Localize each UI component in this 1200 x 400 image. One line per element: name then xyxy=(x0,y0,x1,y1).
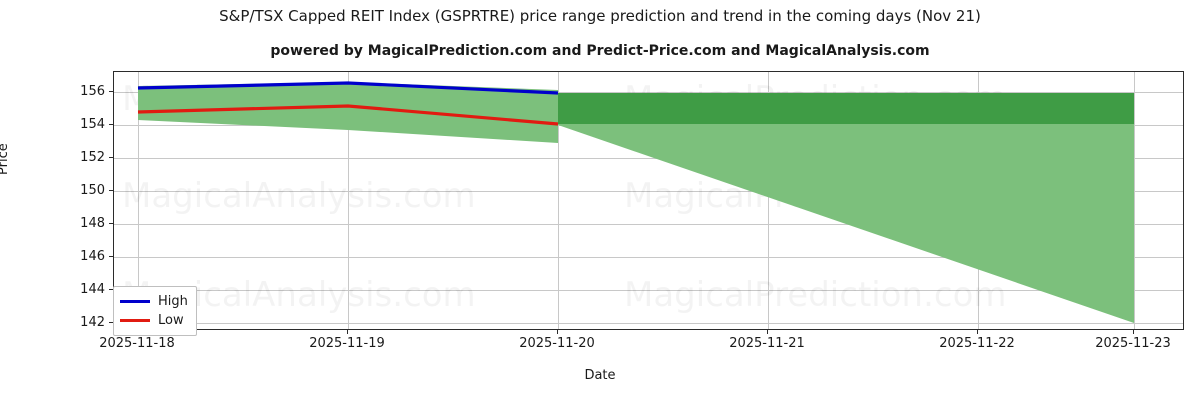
legend-swatch-low-icon xyxy=(120,319,150,322)
y-tick-mark-142 xyxy=(109,322,113,323)
y-tick-mark-152 xyxy=(109,157,113,158)
historical-range-band xyxy=(138,82,558,143)
chart-series-layer xyxy=(137,81,1134,323)
gridline-2025-11-23 xyxy=(1134,72,1135,329)
x-tick-mark-2025-11-23 xyxy=(1133,330,1134,334)
x-tick-mark-2025-11-20 xyxy=(557,330,558,334)
legend-label-high: High xyxy=(158,294,188,309)
gridline-2025-11-18 xyxy=(138,72,139,329)
x-tick-label-2025-11-23: 2025-11-23 xyxy=(1095,336,1171,351)
forecast-upper-band xyxy=(558,93,1134,124)
gridline-142 xyxy=(114,323,1183,324)
x-tick-label-2025-11-22: 2025-11-22 xyxy=(939,336,1015,351)
legend-item-high: High xyxy=(120,292,188,311)
y-axis-label: Price xyxy=(0,143,11,175)
gridline-144 xyxy=(114,290,1183,291)
gridline-150 xyxy=(114,191,1183,192)
x-tick-label-2025-11-21: 2025-11-21 xyxy=(729,336,805,351)
series-line-high xyxy=(137,81,559,95)
y-tick-label-146: 146 xyxy=(80,249,105,264)
legend-swatch-high-icon xyxy=(120,300,150,303)
y-tick-label-150: 150 xyxy=(80,183,105,198)
gridline-146 xyxy=(114,257,1183,258)
y-tick-label-154: 154 xyxy=(80,117,105,132)
forecast-range-band xyxy=(558,124,1134,323)
x-tick-mark-2025-11-21 xyxy=(767,330,768,334)
y-tick-mark-150 xyxy=(109,190,113,191)
y-tick-mark-148 xyxy=(109,223,113,224)
y-tick-label-152: 152 xyxy=(80,150,105,165)
chart-legend: High Low xyxy=(113,286,197,336)
y-tick-label-148: 148 xyxy=(80,216,105,231)
x-tick-label-2025-11-20: 2025-11-20 xyxy=(519,336,595,351)
gridline-2025-11-20 xyxy=(558,72,559,329)
gridline-2025-11-21 xyxy=(768,72,769,329)
x-tick-label-2025-11-19: 2025-11-19 xyxy=(309,336,385,351)
y-tick-mark-154 xyxy=(109,124,113,125)
y-tick-mark-156 xyxy=(109,91,113,92)
gridline-156 xyxy=(114,92,1183,93)
y-tick-label-156: 156 xyxy=(80,84,105,99)
legend-label-low: Low xyxy=(158,313,184,328)
y-tick-label-142: 142 xyxy=(80,315,105,330)
y-tick-label-144: 144 xyxy=(80,282,105,297)
x-tick-mark-2025-11-19 xyxy=(347,330,348,334)
page-title: S&P/TSX Capped REIT Index (GSPRTRE) pric… xyxy=(219,7,981,25)
series-line-low xyxy=(137,104,559,126)
chart-subtitle: powered by MagicalPrediction.com and Pre… xyxy=(270,43,930,59)
x-axis-label: Date xyxy=(584,368,616,383)
gridline-2025-11-19 xyxy=(348,72,349,329)
legend-item-low: Low xyxy=(120,311,188,330)
y-tick-mark-146 xyxy=(109,256,113,257)
x-tick-label-2025-11-18: 2025-11-18 xyxy=(99,336,175,351)
gridline-148 xyxy=(114,224,1183,225)
x-tick-mark-2025-11-22 xyxy=(977,330,978,334)
gridline-152 xyxy=(114,158,1183,159)
y-tick-mark-144 xyxy=(109,289,113,290)
